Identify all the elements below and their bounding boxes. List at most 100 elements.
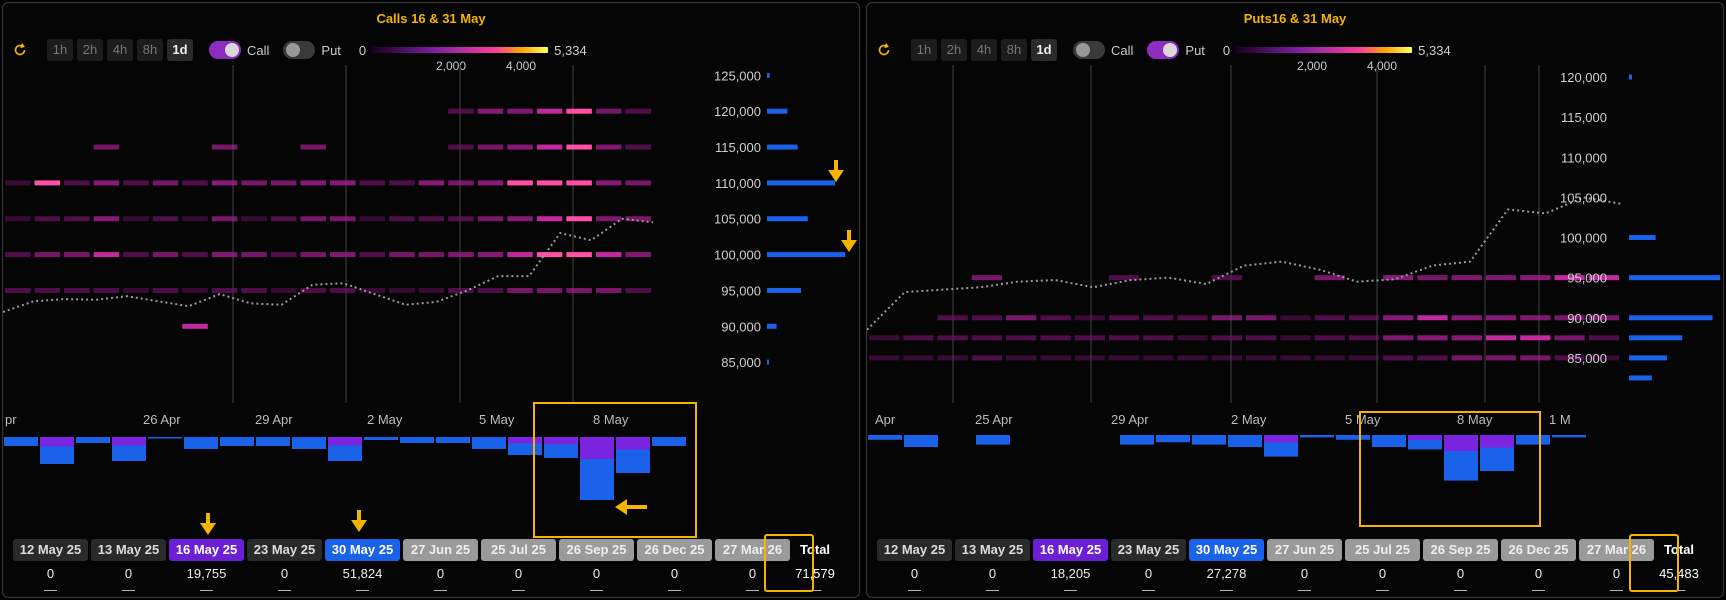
heatmap-cell bbox=[1314, 315, 1345, 321]
timeframe-1d[interactable]: 1d bbox=[1031, 39, 1057, 61]
expiry-value: 0 bbox=[592, 566, 601, 581]
heatmap-cell bbox=[448, 180, 474, 186]
expiry-chip-23-may-25[interactable]: 23 May 25 0— bbox=[247, 539, 322, 597]
heatmap-cell bbox=[123, 252, 149, 258]
expiry-dash: — bbox=[1376, 582, 1389, 597]
call-toggle[interactable] bbox=[1073, 41, 1105, 59]
heatmap-cell bbox=[64, 252, 90, 258]
heatmap-cell bbox=[1314, 335, 1345, 341]
heatmap-cell bbox=[359, 252, 386, 258]
x-tick-label: pr bbox=[5, 412, 17, 427]
expiry-chip-13-may-25[interactable]: 13 May 25 0— bbox=[955, 539, 1030, 597]
timeframe-1h[interactable]: 1h bbox=[911, 39, 937, 61]
heatmap-cell bbox=[182, 180, 208, 186]
y-tick-label: 105,000 bbox=[1560, 190, 1607, 205]
x-tick-label: 2 May bbox=[1231, 412, 1267, 427]
heatmap-cell bbox=[1211, 355, 1242, 361]
expiry-chip-27-mar-26[interactable]: 27 Mar 26 0— bbox=[1579, 539, 1654, 597]
heatmap-cell bbox=[330, 287, 356, 293]
heatmap-cell bbox=[536, 180, 563, 186]
heatmap-cell bbox=[536, 108, 563, 114]
expiry-chip-12-may-25[interactable]: 12 May 25 0— bbox=[877, 539, 952, 597]
expiry-chip-25-jul-25[interactable]: 25 Jul 25 0— bbox=[481, 539, 556, 597]
expiry-value: 0 bbox=[46, 566, 55, 581]
total-dash: — bbox=[1672, 582, 1686, 597]
expiry-chip-16-may-25[interactable]: 16 May 25 18,205— bbox=[1033, 539, 1108, 597]
total-label: Total bbox=[1663, 542, 1695, 557]
heatmap-cell bbox=[1040, 355, 1071, 361]
expiry-label: 27 Jun 25 bbox=[410, 542, 471, 557]
expiry-chip-26-sep-25[interactable]: 26 Sep 25 0— bbox=[559, 539, 634, 597]
heatmap-cell bbox=[1006, 335, 1037, 341]
expiry-chip-26-sep-25[interactable]: 26 Sep 25 0— bbox=[1423, 539, 1498, 597]
heatmap-cell bbox=[330, 216, 356, 222]
heatmap-cell bbox=[1143, 335, 1174, 341]
total-highlight-box bbox=[1629, 534, 1679, 592]
x-tick-label: 8 May bbox=[1457, 412, 1493, 427]
timeframe-4h[interactable]: 4h bbox=[971, 39, 997, 61]
heatmap-cell bbox=[64, 287, 90, 293]
expiry-value: 18,205 bbox=[1050, 566, 1091, 581]
timeframe-2h[interactable]: 2h bbox=[77, 39, 103, 61]
arrow-down-icon bbox=[351, 510, 367, 532]
heatmap-cell bbox=[1108, 275, 1140, 281]
timeframe-1d[interactable]: 1d bbox=[167, 39, 193, 61]
put-toggle[interactable] bbox=[1147, 41, 1180, 59]
timeframe-1h[interactable]: 1h bbox=[47, 39, 73, 61]
expiry-chip-26-dec-25[interactable]: 26 Dec 25 0— bbox=[1501, 539, 1576, 597]
heatmap-cell bbox=[1348, 335, 1380, 341]
heatmap-cell bbox=[1485, 355, 1517, 361]
heatmap-cell bbox=[566, 144, 592, 150]
heatmap-cell bbox=[1520, 335, 1551, 341]
expiry-value: 0 bbox=[910, 566, 919, 581]
expiry-chip-30-may-25[interactable]: 30 May 25 51,824— bbox=[325, 539, 400, 597]
refresh-icon[interactable] bbox=[11, 41, 29, 59]
heatmap-cell bbox=[1485, 315, 1517, 321]
expiry-chip-23-may-25[interactable]: 23 May 25 0— bbox=[1111, 539, 1186, 597]
expiry-chip-16-may-25[interactable]: 16 May 25 19,755— bbox=[169, 539, 244, 597]
heatmap-cell bbox=[1040, 315, 1071, 321]
heatmap-cell bbox=[477, 216, 504, 222]
puts-heatmap-chart[interactable]: 120,000 115,000 110,000 105,000 100,000 95,00… bbox=[867, 3, 1723, 597]
expiry-value: 0 bbox=[1378, 566, 1387, 581]
total-cell: Total 45,483— bbox=[1657, 539, 1701, 597]
calls-panel: Calls 16 & 31 May 1h 2h 4h 8h 1d Call Pu… bbox=[2, 2, 860, 598]
timeframe-4h[interactable]: 4h bbox=[107, 39, 133, 61]
heatmap-cell bbox=[5, 252, 31, 258]
timeframe-2h[interactable]: 2h bbox=[941, 39, 967, 61]
heatmap-cell bbox=[1108, 315, 1140, 321]
timeframe-8h[interactable]: 8h bbox=[137, 39, 163, 61]
expiry-chip-12-may-25[interactable]: 12 May 25 0— bbox=[13, 539, 88, 597]
timeframe-8h[interactable]: 8h bbox=[1001, 39, 1027, 61]
calls-heatmap-chart[interactable]: 125,000 120,000 115,000 110,000 105,000 100,0… bbox=[3, 3, 859, 597]
y-tick-label: 120,000 bbox=[1560, 70, 1607, 85]
expiry-chip-26-dec-25[interactable]: 26 Dec 25 0— bbox=[637, 539, 712, 597]
heatmap-cell bbox=[1074, 315, 1105, 321]
heatmap-cell bbox=[625, 216, 651, 222]
expiry-chip-27-mar-26[interactable]: 27 Mar 26 0— bbox=[715, 539, 790, 597]
expiry-chip-25-jul-25[interactable]: 25 Jul 25 0— bbox=[1345, 539, 1420, 597]
expiry-value: 0 bbox=[124, 566, 133, 581]
heatmap-cell bbox=[937, 355, 968, 361]
heatmap-cell bbox=[389, 287, 415, 293]
expiry-chip-27-jun-25[interactable]: 27 Jun 25 0— bbox=[403, 539, 478, 597]
heatmap-cell bbox=[1177, 315, 1208, 321]
heatmap-cell bbox=[211, 216, 238, 222]
expiry-chip-27-jun-25[interactable]: 27 Jun 25 0— bbox=[1267, 539, 1342, 597]
refresh-icon[interactable] bbox=[875, 41, 893, 59]
call-toggle[interactable] bbox=[209, 41, 241, 59]
total-dash: — bbox=[808, 582, 822, 597]
expiry-chip-13-may-25[interactable]: 13 May 25 0— bbox=[91, 539, 166, 597]
heatmap-cell bbox=[1246, 335, 1277, 341]
heatmap-cell bbox=[152, 216, 179, 222]
expiry-chip-30-may-25[interactable]: 30 May 25 27,278— bbox=[1189, 539, 1264, 597]
heatmap-cell bbox=[625, 287, 651, 293]
heatmap-cell bbox=[1246, 315, 1277, 321]
heatmap-cell bbox=[389, 180, 415, 186]
side-bar bbox=[767, 108, 788, 114]
expiry-label: 12 May 25 bbox=[883, 542, 946, 557]
put-toggle[interactable] bbox=[283, 41, 316, 59]
heatmap-cell bbox=[595, 108, 622, 114]
heatmap-cell bbox=[937, 315, 968, 321]
x-tick-label: 5 May bbox=[479, 412, 515, 427]
